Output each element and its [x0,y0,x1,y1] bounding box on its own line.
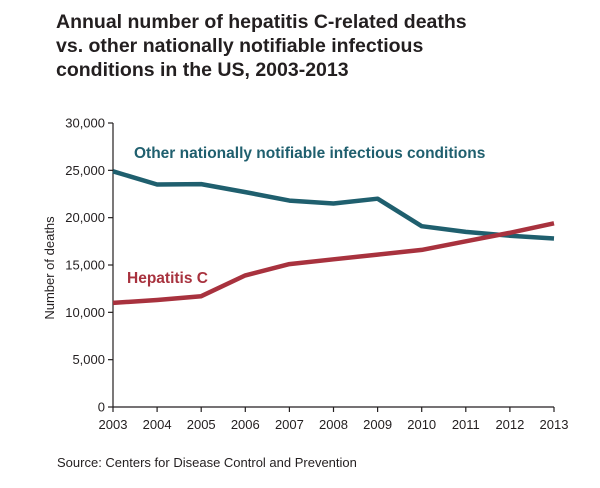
x-tick-label: 2006 [231,417,260,432]
y-axis-label: Number of deaths [42,216,57,320]
other-conditions-series-label: Other nationally notifiable infectious c… [134,145,485,162]
chart-title-line-2: vs. other nationally notifiable infectio… [56,35,424,57]
y-tick-label: 30,000 [65,116,105,131]
chart-series [112,169,555,306]
y-tick-label: 25,000 [65,163,105,178]
x-tick-label: 2013 [540,417,569,432]
y-tick-label: 20,000 [65,210,105,225]
x-tick-label: 2012 [495,417,524,432]
chart-title-line-3: conditions in the US, 2003-2013 [56,59,349,81]
other-conditions-series-line [112,169,555,241]
hepatitis-c-series-label: Hepatitis C [127,270,208,287]
x-tick-label: 2003 [99,417,128,432]
chart-series-labels: Other nationally notifiable infectious c… [127,145,485,287]
x-tick-label: 2010 [407,417,436,432]
x-tick-label: 2007 [275,417,304,432]
source-note: Source: Centers for Disease Control and … [57,455,357,470]
y-tick-label: 5,000 [72,352,105,367]
chart-title-line-1: Annual number of hepatitis C-related dea… [56,11,467,33]
y-tick-label: 0 [98,400,105,415]
x-tick-label: 2011 [452,417,480,432]
y-tick-label: 15,000 [65,258,105,273]
y-tick-label: 10,000 [65,305,105,320]
chart-axes: 0 5,000 10,000 15,000 20,000 25,000 30,000 2003… [42,116,568,433]
x-tick-label: 2005 [187,417,216,432]
hepatitis-c-series-line [112,221,555,306]
x-tick-label: 2008 [319,417,348,432]
x-tick-label: 2004 [143,417,172,432]
x-tick-label: 2009 [363,417,392,432]
chart-title: Annual number of hepatitis C-related dea… [56,10,586,82]
